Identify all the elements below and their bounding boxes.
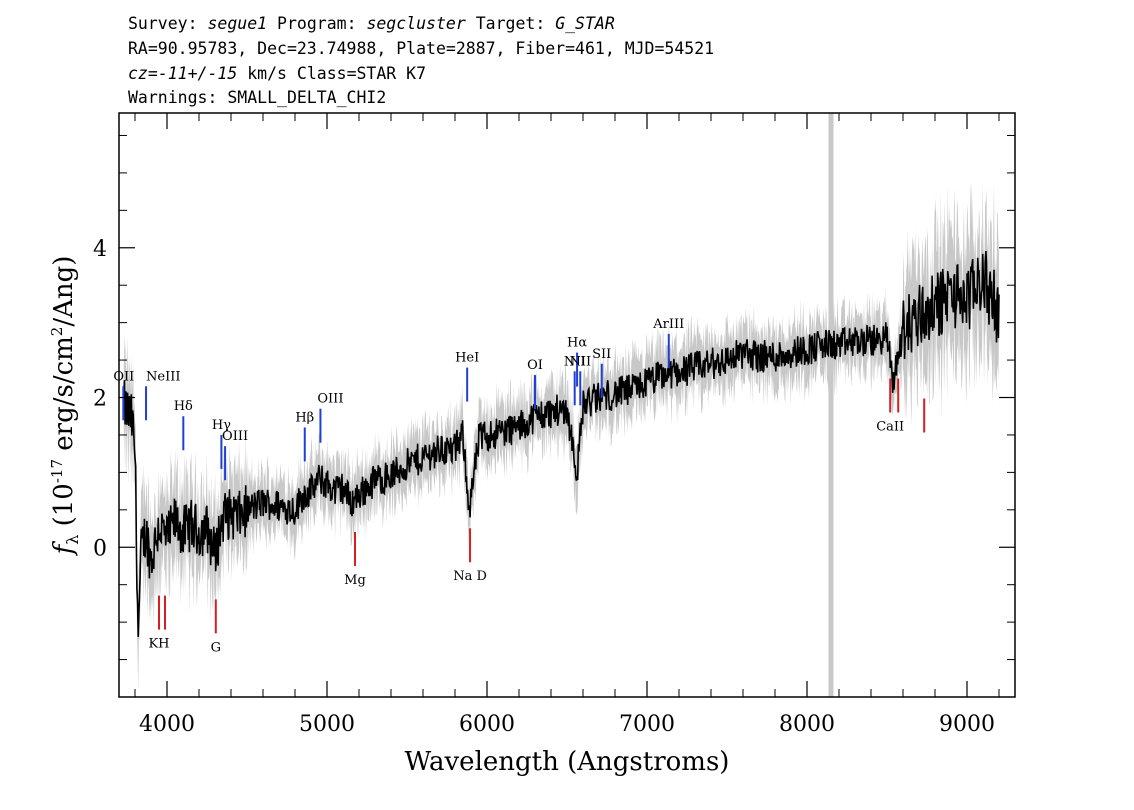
cz-label: cz=	[128, 64, 158, 83]
line-marker-label: OI	[527, 358, 543, 373]
flux-line	[123, 250, 1000, 637]
line-marker-label: Na D	[453, 569, 487, 584]
line-marker-label: Hα	[567, 336, 587, 351]
x-tick-label: 7000	[619, 712, 675, 737]
y-axis-lambda: λ	[63, 535, 82, 545]
cz-value: -11+/-15	[157, 64, 238, 83]
masked-column-bar	[828, 113, 834, 697]
line-marker-label: CaII	[876, 419, 904, 434]
line-marker-label: SII	[592, 347, 611, 362]
line-marker-label: Hδ	[174, 399, 193, 414]
line-marker-label: ArIII	[652, 317, 684, 332]
y-tick-label: 4	[93, 237, 107, 262]
line-marker-label: Hβ	[295, 410, 314, 425]
line-marker-label: NeIII	[146, 369, 180, 384]
line-marker-label: NII	[569, 354, 591, 369]
line-marker-label: Hγ	[212, 418, 231, 433]
header-line-2: RA=90.95783, Dec=23.74988, Plate=2887, F…	[128, 39, 715, 58]
y-tick-label: 0	[93, 536, 107, 561]
target-label: Target:	[465, 14, 556, 33]
line-marker-label: OII	[113, 369, 134, 384]
target-value: G_STAR	[555, 14, 615, 33]
program-value: segcluster	[366, 14, 466, 33]
line-marker-label: OIII	[317, 392, 343, 407]
x-tick-label: 4000	[139, 712, 195, 737]
x-tick-label: 8000	[779, 712, 835, 737]
plot-frame	[118, 112, 1016, 698]
class-text: km/s Class=STAR K7	[237, 64, 427, 83]
survey-value: segue1	[207, 14, 268, 33]
header-line-1: Survey: segue1 Program: segcluster Targe…	[128, 14, 615, 34]
x-tick-label: 5000	[299, 712, 355, 737]
line-marker-label: Mg	[344, 573, 366, 588]
survey-label: Survey:	[128, 14, 208, 33]
flux-series	[123, 250, 1000, 637]
error-band	[123, 181, 1000, 693]
line-marker-label: NII	[564, 354, 586, 369]
header-line-4: Warnings: SMALL_DELTA_CHI2	[128, 88, 387, 107]
y-axis-exp: -17	[48, 459, 66, 483]
line-marker-label: KH	[148, 637, 169, 652]
y-axis-title: fλ (10-17 erg/s/cm2/Ang)	[48, 256, 82, 557]
x-tick-label: 9000	[939, 712, 995, 737]
y-axis-post: erg/s/cm	[49, 336, 79, 459]
y-axis-end: /Ang)	[49, 256, 79, 327]
y-axis-exp2: 2	[48, 327, 66, 337]
line-marker-label: HeI	[455, 351, 479, 366]
x-axis-title: Wavelength (Angstroms)	[405, 747, 730, 777]
line-marker-label: OIII	[222, 429, 248, 444]
masked-column	[828, 113, 834, 697]
axis-ticks: 4000 5000 6000 7000 8000 9000 0 2 4	[93, 113, 1015, 737]
error-band-area	[123, 181, 1000, 693]
y-axis-pre: (10	[49, 483, 79, 535]
x-tick-label: 6000	[459, 712, 515, 737]
y-tick-label: 2	[93, 387, 107, 412]
line-marker-label: G	[211, 640, 221, 655]
program-label: Program:	[267, 14, 367, 33]
header-line-3: cz=-11+/-15 km/s Class=STAR K7	[128, 64, 426, 84]
